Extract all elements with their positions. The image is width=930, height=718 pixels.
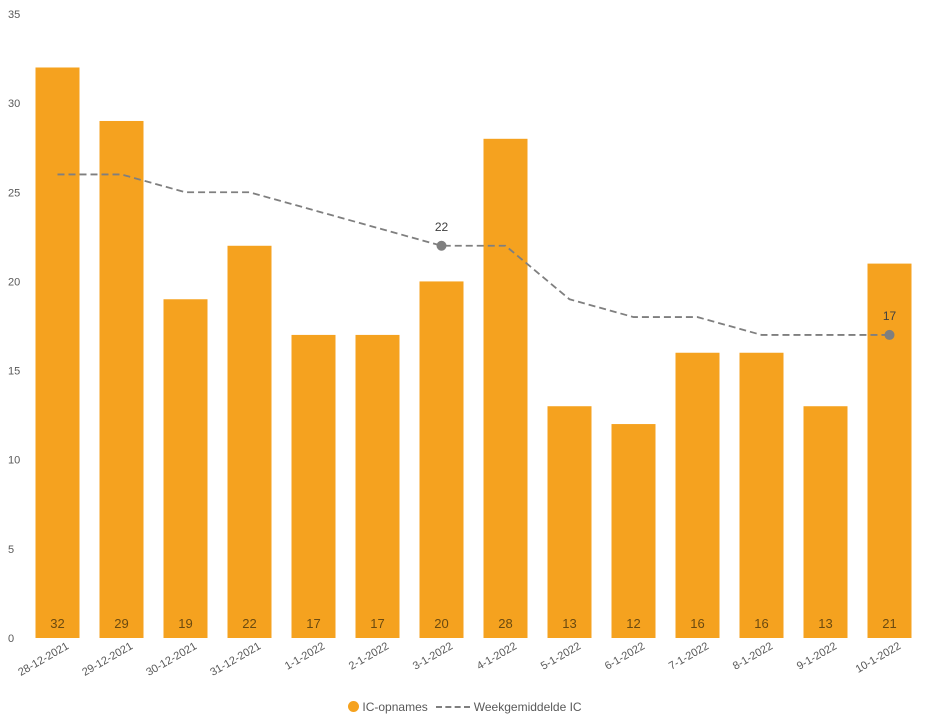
bars [35, 67, 912, 639]
y-tick-label: 5 [8, 544, 14, 556]
average-line-path [57, 173, 890, 336]
x-tick-label: 10-1-2022 [854, 640, 903, 675]
x-axis: 28-12-2021 29-12-2021 30-12-2021 31-12-2021… [16, 640, 903, 679]
legend-label-weekgemiddelde: Weekgemiddelde IC [473, 699, 582, 714]
bar [291, 334, 336, 638]
bar-value-label: 20 [434, 616, 448, 631]
average-value-label: 22 [435, 220, 449, 234]
bar [739, 352, 784, 638]
x-tick-label: 3-1-2022 [411, 640, 455, 672]
x-tick-label: 30-12-2021 [144, 640, 199, 679]
bar [803, 406, 848, 638]
legend-swatch-ic-opnames [348, 701, 360, 713]
legend-label-ic-opnames: IC-opnames [362, 699, 428, 714]
bar [227, 245, 272, 638]
y-tick-label: 30 [8, 98, 20, 110]
bar-value-label: 29 [114, 616, 128, 631]
legend: IC-opnames Weekgemiddelde IC [0, 699, 930, 714]
average-marker [884, 329, 895, 340]
y-tick-label: 35 [8, 9, 20, 21]
bar [163, 299, 208, 638]
bar-value-label: 21 [882, 616, 896, 631]
bar [483, 138, 528, 639]
bar [99, 120, 144, 638]
bar [35, 67, 80, 638]
bar-value-label: 17 [306, 616, 320, 631]
bar-value-label: 13 [562, 616, 576, 631]
bar [611, 424, 656, 638]
y-axis: 0 5 10 15 20 25 30 35 [8, 9, 20, 645]
average-line: 22 17 [57, 173, 897, 340]
bar [547, 406, 592, 638]
bar-value-label: 12 [626, 616, 640, 631]
bar-labels: 32 29 19 22 17 17 20 28 13 12 16 16 13 21 [50, 616, 896, 631]
bar [675, 352, 720, 638]
bar-value-label: 17 [370, 616, 384, 631]
x-tick-label: 9-1-2022 [795, 640, 839, 672]
x-tick-label: 29-12-2021 [80, 640, 135, 679]
bar [355, 334, 400, 638]
y-tick-label: 25 [8, 187, 20, 199]
average-value-label: 17 [883, 309, 897, 323]
x-tick-label: 28-12-2021 [16, 640, 71, 679]
x-tick-label: 1-1-2022 [283, 640, 327, 672]
bar-value-label: 22 [242, 616, 256, 631]
bar [867, 263, 912, 638]
bar-value-label: 16 [690, 616, 704, 631]
bar-value-label: 13 [818, 616, 832, 631]
bar-value-label: 32 [50, 616, 64, 631]
y-tick-label: 10 [8, 455, 20, 467]
bar-value-label: 19 [178, 616, 192, 631]
x-tick-label: 2-1-2022 [347, 640, 391, 672]
legend-swatch-weekgemiddelde [435, 705, 470, 708]
x-tick-label: 8-1-2022 [731, 640, 775, 672]
average-marker [436, 240, 447, 251]
y-tick-label: 0 [8, 633, 14, 645]
x-tick-label: 7-1-2022 [667, 640, 711, 672]
y-tick-label: 15 [8, 366, 20, 378]
x-tick-label: 5-1-2022 [539, 640, 583, 672]
y-tick-label: 20 [8, 276, 20, 288]
bar-value-label: 16 [754, 616, 768, 631]
x-tick-label: 6-1-2022 [603, 640, 647, 672]
bar-value-label: 28 [498, 616, 512, 631]
x-tick-label: 31-12-2021 [208, 640, 263, 679]
x-tick-label: 4-1-2022 [475, 640, 519, 672]
bar [419, 281, 464, 638]
